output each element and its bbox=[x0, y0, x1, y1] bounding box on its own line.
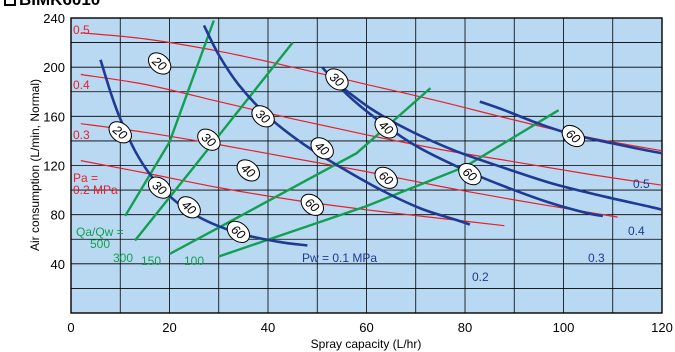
pa-label: 0.2 MPa bbox=[73, 183, 118, 197]
x-tick-label: 80 bbox=[458, 320, 472, 335]
pw-marker-label: 40 bbox=[238, 161, 258, 181]
pa-curve bbox=[80, 123, 618, 218]
x-tick-label: 0 bbox=[67, 320, 74, 335]
series-labels: 0.5 0.4 0.3 Pa =0.2 MPa Pw = 0.1 MPa 0.2 0.3 0.… bbox=[73, 23, 650, 284]
y-tick-label: 40 bbox=[51, 257, 65, 272]
pw-marker bbox=[325, 68, 349, 91]
pw-label: 0.3 bbox=[588, 251, 605, 265]
title-text: BIMK6010 bbox=[19, 0, 100, 9]
pw-marker bbox=[300, 193, 325, 216]
pw-marker bbox=[236, 159, 260, 182]
pw-marker bbox=[458, 163, 482, 186]
qa-qw-label: 150 bbox=[141, 254, 161, 268]
qa-qw-label-prefix: Qa/Qw = bbox=[76, 225, 124, 239]
pw-label: 0.4 bbox=[628, 224, 645, 238]
pw-marker bbox=[226, 220, 251, 243]
pw-marker bbox=[374, 116, 398, 139]
x-tick-label: 20 bbox=[162, 320, 176, 335]
pw-marker bbox=[147, 176, 172, 199]
pa-label: 0.4 bbox=[73, 78, 90, 92]
pw-marker bbox=[310, 137, 334, 160]
pa-curve bbox=[80, 160, 505, 227]
pw-marker bbox=[251, 105, 275, 128]
qa-qw-label: 100 bbox=[184, 254, 204, 268]
axis-ticks: 0 20 40 60 80 100 120 40 80 120 160 200 240 bbox=[43, 11, 673, 335]
page-title: BIMK6010 bbox=[4, 0, 100, 8]
pw-label: Pw = 0.1 MPa bbox=[302, 251, 377, 265]
qa-qw-line bbox=[218, 109, 560, 258]
qa-qw-label: 300 bbox=[113, 251, 133, 265]
pw-marker bbox=[177, 196, 201, 219]
x-axis-label: Spray capacity (L/hr) bbox=[311, 337, 422, 351]
pw-marker bbox=[108, 121, 132, 144]
qa-qw-label: 500 bbox=[90, 237, 110, 251]
bullet-icon bbox=[4, 0, 16, 6]
pw-marker bbox=[147, 52, 172, 75]
x-tick-label: 120 bbox=[651, 320, 673, 335]
pw-marker-label: 30 bbox=[150, 178, 170, 198]
x-tick-label: 100 bbox=[553, 320, 575, 335]
pw-label: 0.2 bbox=[472, 270, 489, 284]
pa-label-prefix: Pa = bbox=[73, 171, 98, 185]
pw-marker bbox=[197, 128, 221, 151]
qa-qw-line bbox=[124, 20, 215, 217]
y-tick-label: 80 bbox=[51, 208, 65, 223]
pa-label: 0.5 bbox=[73, 23, 90, 37]
pw-label: 0.5 bbox=[633, 177, 650, 191]
pw-marker-label: 60 bbox=[460, 165, 480, 185]
y-tick-label: 160 bbox=[43, 109, 65, 124]
pw-curve bbox=[331, 78, 663, 212]
x-tick-label: 40 bbox=[261, 320, 275, 335]
y-axis-label: Air consumption (L/min, Normal) bbox=[28, 79, 42, 251]
pw-marker-label: 60 bbox=[563, 127, 583, 147]
pw-marker bbox=[374, 166, 398, 189]
y-tick-label: 200 bbox=[43, 60, 65, 75]
y-tick-label: 240 bbox=[43, 11, 65, 26]
pw-marker bbox=[561, 124, 586, 148]
pa-curve bbox=[80, 73, 663, 186]
y-tick-label: 120 bbox=[43, 159, 65, 174]
pw-marker-label: 30 bbox=[199, 130, 219, 150]
pa-label: 0.3 bbox=[73, 128, 90, 142]
qa-qw-line bbox=[134, 41, 294, 242]
pw-marker-label: 40 bbox=[312, 139, 332, 159]
x-tick-label: 60 bbox=[359, 320, 373, 335]
